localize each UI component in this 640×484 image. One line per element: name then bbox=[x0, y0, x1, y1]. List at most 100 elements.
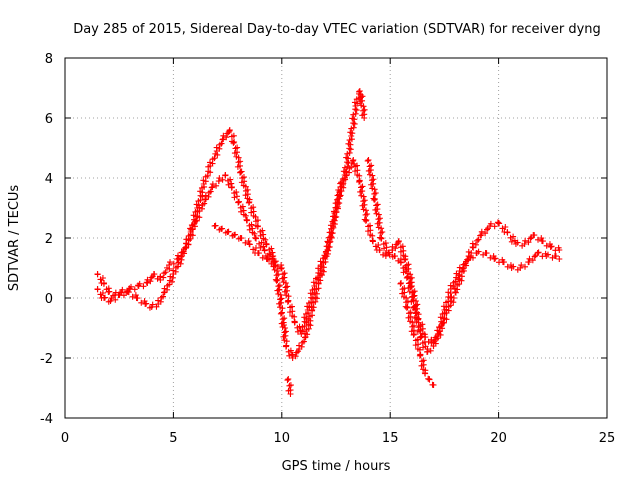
data-point-s1 bbox=[322, 248, 329, 255]
data-point-s0 bbox=[283, 287, 290, 294]
grid-layer bbox=[65, 58, 607, 418]
x-axis-label: GPS time / hours bbox=[282, 459, 391, 474]
data-point-s2 bbox=[287, 391, 294, 397]
data-point-s1 bbox=[155, 297, 162, 304]
data-point-s1 bbox=[522, 237, 529, 244]
data-point-s1 bbox=[161, 285, 168, 292]
data-point-s1 bbox=[343, 159, 350, 166]
data-point-s2 bbox=[242, 239, 249, 246]
data-point-s1 bbox=[468, 250, 475, 256]
data-point-s0 bbox=[248, 221, 255, 228]
data-point-s1 bbox=[276, 286, 283, 293]
data-point-s0 bbox=[209, 181, 216, 188]
data-point-s0 bbox=[408, 283, 415, 289]
data-point-s2 bbox=[417, 352, 424, 358]
data-point-s1 bbox=[281, 329, 288, 336]
data-point-s1 bbox=[237, 169, 244, 176]
data-point-s0 bbox=[157, 273, 164, 280]
data-point-s1 bbox=[329, 218, 336, 225]
data-point-s1 bbox=[117, 289, 124, 296]
y-tick-label: 4 bbox=[45, 172, 53, 187]
x-tick-label: 15 bbox=[382, 431, 399, 446]
data-point-s0 bbox=[283, 292, 290, 299]
data-point-s1 bbox=[259, 227, 266, 234]
data-point-s0 bbox=[222, 172, 229, 179]
data-point-s1 bbox=[107, 298, 114, 304]
data-point-s1 bbox=[167, 273, 174, 280]
data-point-s1 bbox=[270, 253, 277, 259]
data-point-s1 bbox=[129, 293, 136, 300]
data-point-s1 bbox=[445, 303, 452, 310]
x-tick-label: 10 bbox=[274, 431, 291, 446]
data-point-s1 bbox=[138, 299, 145, 306]
data-point-s1 bbox=[195, 198, 202, 205]
data-point-s0 bbox=[447, 282, 454, 289]
data-point-s1 bbox=[287, 347, 294, 354]
data-point-s1 bbox=[369, 185, 376, 192]
data-point-s0 bbox=[552, 253, 559, 260]
data-point-s1 bbox=[277, 304, 284, 311]
data-point-s1 bbox=[202, 173, 209, 180]
data-point-s1 bbox=[371, 190, 378, 197]
data-point-s1 bbox=[125, 289, 132, 296]
data-point-s0 bbox=[362, 217, 369, 224]
data-point-s1 bbox=[231, 139, 238, 145]
data-point-s0 bbox=[522, 263, 529, 270]
data-point-s1 bbox=[323, 253, 330, 260]
data-point-s1 bbox=[364, 157, 371, 164]
data-point-s1 bbox=[353, 107, 360, 114]
data-point-s1 bbox=[143, 300, 150, 307]
y-tick-label: 2 bbox=[45, 232, 53, 247]
data-point-s0 bbox=[356, 178, 363, 184]
data-point-s1 bbox=[120, 292, 127, 299]
data-point-s2 bbox=[407, 318, 414, 325]
data-point-s0 bbox=[389, 243, 396, 250]
data-point-s1 bbox=[353, 96, 360, 103]
data-point-s1 bbox=[169, 278, 176, 285]
data-point-s2 bbox=[245, 238, 252, 245]
data-point-s1 bbox=[158, 294, 165, 301]
data-point-s1 bbox=[370, 180, 377, 187]
data-point-s0 bbox=[455, 275, 462, 282]
data-point-s1 bbox=[277, 296, 284, 303]
data-point-s2 bbox=[414, 345, 421, 352]
data-point-s0 bbox=[392, 245, 399, 252]
data-point-s1 bbox=[213, 144, 220, 151]
data-point-s0 bbox=[364, 211, 371, 218]
data-point-s0 bbox=[206, 189, 213, 196]
data-point-s1 bbox=[274, 277, 281, 283]
data-point-s1 bbox=[293, 349, 300, 356]
data-point-s1 bbox=[402, 264, 409, 271]
data-point-s0 bbox=[487, 254, 494, 261]
data-point-s1 bbox=[275, 291, 282, 297]
data-point-s0 bbox=[354, 171, 361, 178]
data-point-s1 bbox=[421, 339, 428, 346]
data-point-s1 bbox=[382, 240, 389, 247]
data-point-s1 bbox=[477, 232, 484, 239]
data-point-s0 bbox=[303, 310, 310, 317]
data-point-s1 bbox=[336, 200, 343, 207]
tick-label-layer: 0 5 10 15 20 25 -4 -2 0 2 4 6 8 bbox=[40, 52, 615, 446]
data-point-s1 bbox=[514, 239, 521, 246]
data-point-s0 bbox=[233, 189, 240, 196]
data-point-s1 bbox=[356, 88, 363, 95]
data-point-s1 bbox=[342, 164, 349, 171]
data-point-s1 bbox=[439, 320, 446, 327]
data-point-s1 bbox=[443, 316, 450, 323]
data-point-s1 bbox=[499, 225, 506, 232]
data-point-s0 bbox=[243, 217, 250, 224]
data-point-s0 bbox=[517, 265, 524, 271]
data-point-s0 bbox=[349, 157, 356, 164]
data-point-s1 bbox=[310, 299, 317, 306]
data-point-s1 bbox=[406, 288, 413, 295]
data-point-s0 bbox=[556, 256, 563, 262]
data-point-s1 bbox=[322, 256, 329, 262]
data-point-s1 bbox=[467, 254, 474, 261]
data-point-s1 bbox=[433, 336, 440, 343]
data-point-s1 bbox=[214, 151, 221, 158]
data-point-s1 bbox=[278, 299, 285, 306]
data-point-s1 bbox=[268, 245, 275, 252]
data-point-s1 bbox=[437, 331, 444, 338]
data-point-s0 bbox=[443, 299, 450, 306]
data-point-s1 bbox=[491, 223, 498, 230]
